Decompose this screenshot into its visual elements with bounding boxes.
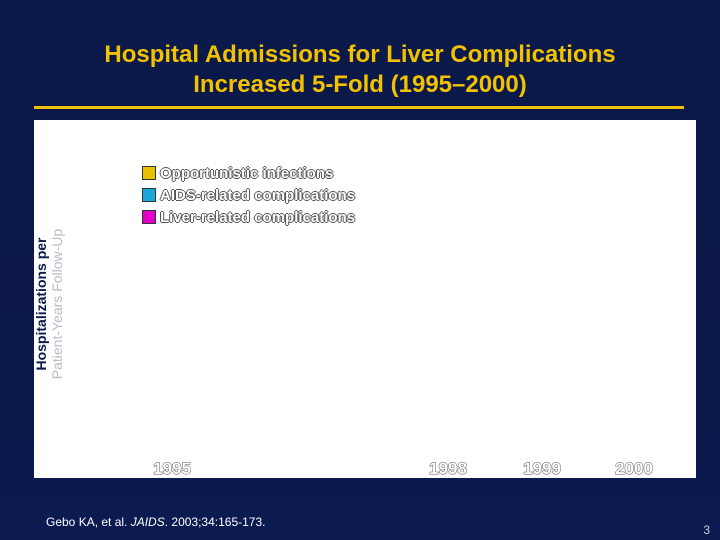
legend-swatch-opportunistic (142, 166, 156, 180)
legend-item-opportunistic: Opportunistic infections (142, 162, 355, 184)
legend-label-opportunistic: Opportunistic infections (160, 164, 334, 182)
legend-item-aids-related: AIDS-related complications (142, 184, 355, 206)
slide-title-line2: Increased 5-Fold (1995–2000) (193, 71, 527, 98)
x-tick-label-2000: 2000 (615, 459, 653, 478)
x-tick-label-1998: 1998 (429, 459, 467, 478)
x-tick-label-1999: 1999 (523, 459, 561, 478)
x-tick-label-1995: 1995 (153, 459, 191, 478)
citation-journal: JAIDS (130, 515, 165, 529)
page-number: 3 (703, 523, 710, 537)
legend-item-liver-related: Liver-related complications (142, 206, 355, 228)
citation-details: . 2003;34:165-173. (164, 515, 266, 529)
chart-legend: Opportunistic infections AIDS-related co… (142, 162, 355, 228)
citation: Gebo KA, et al. JAIDS. 2003;34:165-173. (46, 515, 266, 529)
slide-title-line1: Hospital Admissions for Liver Complicati… (104, 41, 616, 68)
legend-label-liver-related: Liver-related complications (160, 208, 356, 226)
slide-title: Hospital Admissions for Liver Complicati… (0, 40, 720, 100)
legend-swatch-aids-related (142, 188, 156, 202)
legend-label-aids-related: AIDS-related complications (160, 186, 356, 204)
title-divider (34, 106, 684, 109)
legend-swatch-liver-related (142, 210, 156, 224)
citation-authors: Gebo KA, et al. (46, 515, 131, 529)
